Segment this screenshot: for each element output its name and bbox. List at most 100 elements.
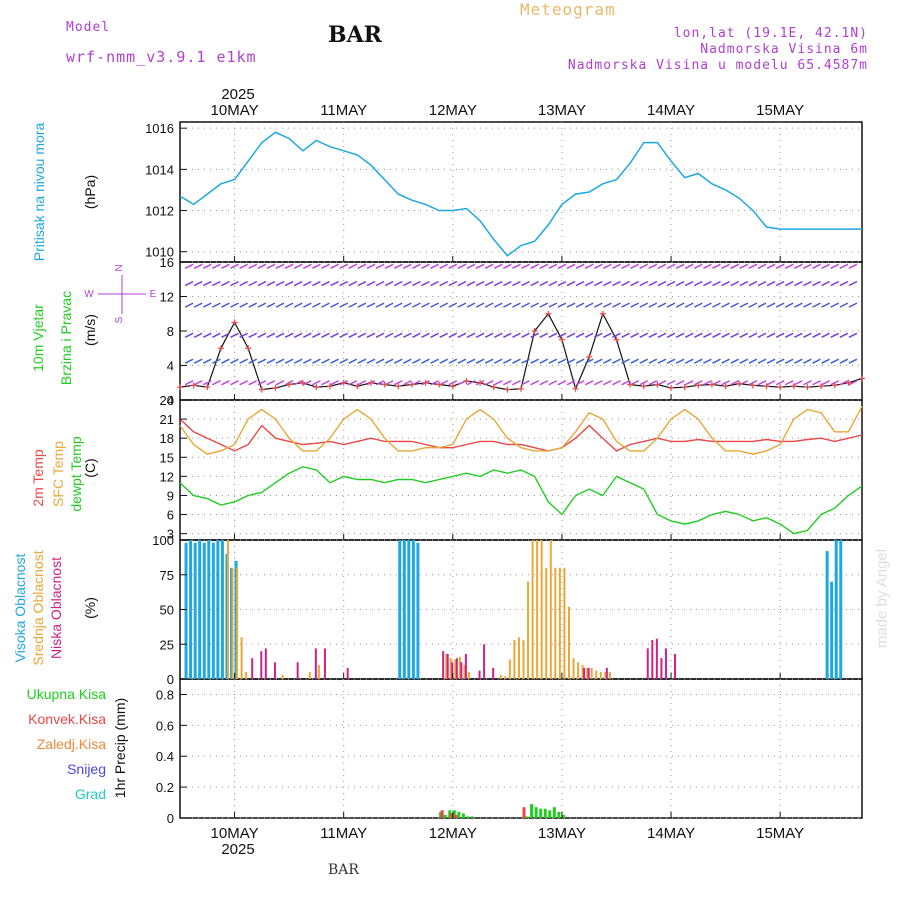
wind-barb	[593, 380, 603, 386]
cloud-bar-1	[599, 672, 602, 679]
wind-barb	[530, 280, 539, 287]
wind-barb	[293, 302, 303, 308]
cloud-bar-0	[193, 542, 197, 679]
wind-barb	[375, 280, 385, 287]
location-label: lon,lat (19.1E, 42.1N)	[673, 26, 868, 41]
wind-gust-marker	[613, 336, 620, 343]
wind-barb	[375, 263, 385, 269]
pressure-ytick-label: 1016	[145, 121, 174, 136]
wind-barb	[457, 302, 467, 308]
wind-barb	[402, 358, 412, 364]
precip-bar-0	[552, 807, 556, 818]
wind-barb	[493, 332, 503, 338]
cloud-bar-0	[839, 540, 843, 679]
cloud-bar-1	[604, 672, 607, 679]
wind-barb	[339, 280, 349, 287]
day-label-top: 11MAY	[320, 102, 367, 119]
wind-barb	[557, 302, 567, 308]
wind-barb	[739, 358, 749, 364]
wind-barb	[848, 280, 858, 287]
wind-barb	[603, 263, 612, 269]
wind-barb	[484, 380, 494, 386]
wind-barb	[493, 358, 503, 364]
wind-barb	[521, 380, 530, 386]
cloud-bar-0	[416, 542, 420, 679]
cloud-bar-2	[314, 648, 317, 679]
wind-barb	[566, 358, 576, 364]
cloud-bar-0	[216, 540, 220, 679]
wind-barb	[239, 358, 248, 364]
wind-barb	[803, 263, 812, 269]
temp-ytick-label: 21	[160, 412, 174, 427]
wind-barb	[757, 380, 767, 386]
compass-w-label: W	[84, 289, 94, 300]
wind-gust-marker	[845, 379, 852, 386]
cloud-bar-1	[590, 667, 593, 679]
wind-barb	[712, 263, 721, 269]
wind-gust-marker	[299, 379, 306, 386]
temp-ytick-label: 15	[160, 450, 174, 465]
wind-barb	[848, 380, 858, 386]
wind-barb	[266, 358, 276, 364]
wind-barb	[794, 332, 803, 338]
wind-barb	[339, 358, 349, 364]
wind-barb	[221, 332, 230, 338]
wind-barb	[230, 263, 239, 269]
wind-barb	[557, 263, 567, 269]
wind-barb	[775, 358, 785, 364]
day-label-bottom: 13MAY	[538, 825, 586, 842]
wind-gust-marker	[190, 382, 197, 389]
wind-barb	[730, 263, 740, 269]
wind-gust-marker	[654, 381, 661, 388]
wind-barb	[512, 358, 521, 364]
wind-barb	[421, 263, 430, 269]
wind-barb	[666, 332, 676, 338]
precip-bar-0	[466, 816, 470, 818]
wind-gust-marker	[258, 386, 265, 393]
wind-barb	[766, 280, 776, 287]
wind-barb	[375, 302, 385, 308]
wind-barb	[402, 280, 412, 287]
wind-barb	[757, 302, 767, 308]
wind-gust-marker	[790, 383, 797, 390]
wind-barb	[521, 263, 530, 269]
pressure-ytick-label: 1010	[145, 245, 174, 260]
wind-barb	[712, 280, 721, 287]
wind-barb	[684, 280, 694, 287]
wind-barb	[675, 380, 685, 386]
wind-barb	[512, 380, 521, 386]
wind-gust-marker	[354, 383, 361, 390]
cloud-bar-1	[536, 540, 539, 679]
wind-gust-marker	[736, 380, 743, 387]
wind-barb	[266, 263, 276, 269]
cloud-bar-2	[660, 658, 663, 679]
wind-barb	[630, 263, 640, 269]
wind-barb	[412, 280, 421, 287]
wind-barb	[575, 380, 585, 386]
wind-barb	[703, 280, 712, 287]
precip-frame	[179, 678, 863, 819]
cloud-bar-1	[586, 667, 589, 679]
model-altitude-label: Nadmorska Visina u modelu 65.4587m	[567, 58, 868, 73]
cloud-bar-1	[527, 581, 530, 679]
wind-barb	[712, 332, 721, 338]
cloud-bar-2	[346, 667, 349, 679]
wind-barb	[675, 302, 685, 308]
wind-ytick-label: 12	[160, 290, 174, 305]
wind-barb	[302, 280, 312, 287]
wind-barb	[393, 332, 403, 338]
wind-barb	[357, 358, 367, 364]
precip-ytick-label: 0.4	[156, 749, 174, 764]
wind-barb	[284, 263, 294, 269]
wind-barb	[348, 332, 358, 338]
wind-barb	[703, 358, 712, 364]
wind-barb	[193, 263, 203, 269]
wind-barb	[330, 380, 339, 386]
wind-barb	[612, 332, 621, 338]
wind-barb	[503, 332, 512, 338]
wind-barb	[348, 280, 358, 287]
wind-barb	[512, 280, 521, 287]
wind-barb	[239, 280, 248, 287]
cloud-bar-1	[467, 672, 470, 679]
wind-barb	[330, 302, 339, 308]
